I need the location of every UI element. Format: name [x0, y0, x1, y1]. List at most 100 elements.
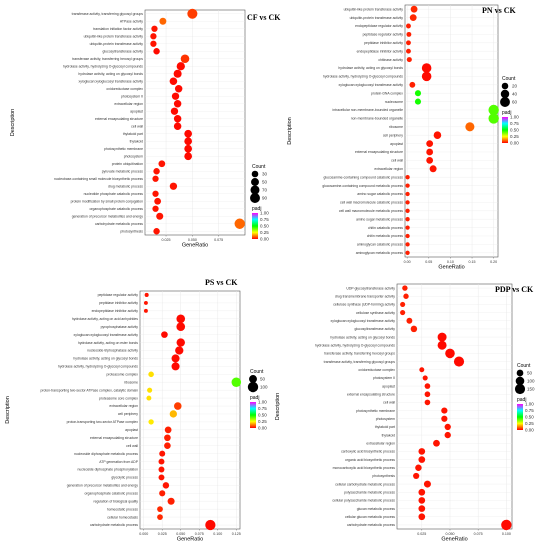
category-label: peptidase inhibitor activity — [364, 41, 403, 45]
size-legend-label: 50 — [527, 371, 533, 376]
data-point — [405, 225, 410, 230]
data-point — [159, 450, 166, 457]
data-point — [171, 354, 180, 363]
data-point — [405, 217, 410, 222]
category-label: photosynthetic membrane — [356, 409, 395, 413]
category-label: hydrolase activity, acting on glycosyl b… — [73, 357, 138, 361]
size-legend-label: 70 — [262, 188, 268, 193]
category-label: peptidase regulator activity — [98, 293, 139, 297]
x-tick-label: 0.075 — [474, 532, 483, 536]
data-point — [426, 140, 434, 147]
data-point — [184, 152, 193, 161]
color-legend-label: 0.00 — [260, 237, 269, 242]
category-label: glucosyltransferase activity — [102, 49, 143, 53]
category-label: cell wall — [391, 159, 403, 163]
panel-ps: peptidase regulator activity peptidase in… — [5, 278, 268, 543]
size-legend-dot — [251, 178, 259, 186]
x-tick-label: 0.00 — [404, 260, 411, 264]
data-point — [167, 497, 175, 505]
data-point — [173, 402, 182, 410]
color-legend-label: 1.00 — [510, 115, 519, 120]
size-legend-dot — [247, 381, 259, 393]
category-label: thylakoid — [382, 433, 395, 437]
color-legend-bar — [517, 404, 523, 430]
category-label: ATPase activity — [120, 19, 143, 23]
category-label: amino sugar catabolic process — [357, 192, 403, 196]
data-point — [144, 292, 149, 297]
category-label: oxidoreductase complex — [358, 368, 395, 372]
data-point — [400, 310, 406, 316]
x-tick-label: 0.025 — [158, 532, 167, 536]
category-label: cellular polysaccharide metabolic proces… — [332, 499, 395, 503]
data-point — [153, 48, 160, 55]
data-point — [400, 301, 406, 307]
size-legend-dot — [516, 369, 524, 377]
data-point — [159, 490, 166, 497]
category-label: aminoglycan metabolic process — [356, 251, 404, 255]
data-point — [164, 426, 172, 434]
category-label: cellular homeostasis — [107, 515, 138, 519]
color-legend-label: 0.25 — [258, 419, 267, 424]
data-point — [147, 387, 153, 393]
data-point — [152, 175, 159, 182]
data-point — [187, 8, 198, 19]
category-label: cell periphery — [118, 412, 138, 416]
y-axis-title: Description — [5, 396, 11, 424]
category-label: thylakoid — [130, 139, 143, 143]
data-point — [445, 348, 455, 359]
x-tick-label: 0.100 — [502, 532, 511, 536]
data-point — [444, 431, 451, 439]
x-tick-label: 0.075 — [195, 532, 204, 536]
plot-area — [396, 283, 513, 530]
data-point — [405, 242, 410, 247]
category-label: extracellular region — [374, 167, 403, 171]
data-point — [437, 332, 447, 342]
size-legend-label: 20 — [512, 84, 518, 89]
x-tick-label: 0.05 — [425, 260, 432, 264]
category-label: intracellular non-membrane-bounded organ… — [333, 108, 404, 112]
category-label: carbohydrate metabolic process — [347, 523, 395, 527]
x-tick-label: 0.10 — [447, 260, 454, 264]
category-label: cellulose synthase activity — [356, 311, 395, 315]
size-legend-label: 60 — [512, 100, 518, 105]
x-axis-title: GeneRatio — [441, 537, 467, 542]
category-label: proteasome core complex — [99, 396, 138, 400]
data-point — [406, 57, 412, 63]
data-point — [164, 442, 171, 450]
data-point — [156, 212, 164, 220]
size-legend-label: 50 — [260, 377, 266, 382]
data-point — [151, 25, 158, 32]
data-point — [424, 383, 431, 389]
category-label: ubiquitin-protein transferase activity — [350, 16, 404, 20]
size-legend-title: Count — [252, 164, 266, 170]
category-label: nucleoside diphosphate metabolic process — [74, 452, 138, 456]
size-legend-dot — [500, 89, 510, 99]
category-label: pyrophosphatase activity — [101, 325, 139, 329]
data-point — [143, 308, 148, 313]
size-legend-dot — [249, 375, 257, 383]
category-label: xyloglucan:xyloglucosyl transferase acti… — [331, 319, 396, 323]
size-legend-dot — [251, 170, 259, 178]
data-point — [173, 100, 182, 108]
category-label: hydrolase activity, hydrolyzing O-glycos… — [323, 75, 403, 79]
category-label: xyloglucan:xyloglucosyl transferase acti… — [79, 79, 144, 83]
data-point — [488, 104, 499, 116]
data-point — [154, 197, 162, 205]
category-label: photosynthesis — [120, 229, 143, 233]
data-point — [406, 23, 411, 29]
category-label: photosynthetic membrane — [104, 147, 143, 151]
category-label: thylakoid part — [375, 425, 395, 429]
color-legend-bar — [252, 213, 258, 239]
category-label: regulation of biological quality — [94, 499, 139, 503]
data-point — [169, 77, 178, 86]
category-label: hydrolase activity, hydrolyzing O-glycos… — [58, 365, 138, 369]
panel-title: CF vs CK — [247, 13, 281, 22]
data-point — [184, 144, 193, 153]
data-point — [150, 40, 157, 47]
data-point — [176, 338, 185, 347]
color-legend-label: 0.75 — [525, 408, 534, 413]
data-point — [418, 505, 426, 512]
category-label: apoplast — [390, 142, 403, 146]
data-point — [152, 205, 159, 212]
category-label: drug transmembrane transporter activity — [335, 294, 395, 298]
